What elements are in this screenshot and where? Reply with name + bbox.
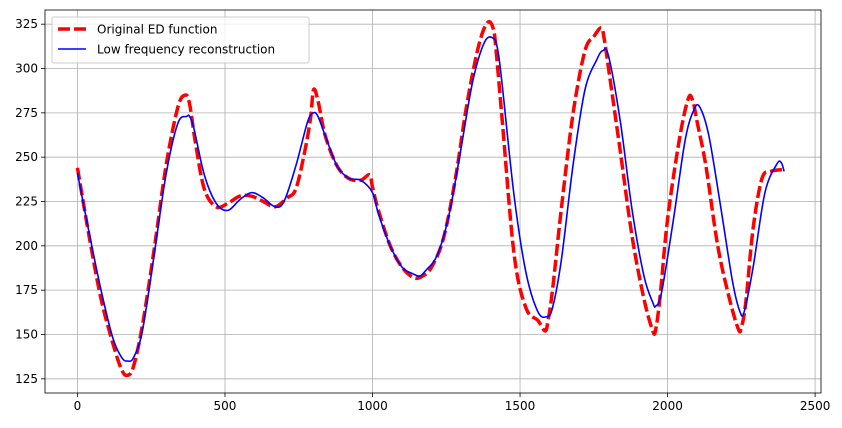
legend: Original ED function Low frequency recon… bbox=[51, 16, 310, 64]
x-tick-label: 1000 bbox=[357, 399, 388, 413]
x-tick-label: 2000 bbox=[652, 399, 683, 413]
x-tick-label: 0 bbox=[74, 399, 82, 413]
y-tick-label: 225 bbox=[15, 195, 38, 209]
y-tick-label: 250 bbox=[15, 150, 38, 164]
series-line-reconstruction bbox=[76, 36, 785, 363]
y-tick-label: 175 bbox=[15, 283, 38, 297]
x-tick-label: 500 bbox=[214, 399, 237, 413]
y-tick-label: 150 bbox=[15, 327, 38, 341]
axis-ticks: 0 500 1000 1500 2000 2500 125 150 175 200 225 250 27… bbox=[15, 17, 830, 413]
legend-label-original: Original ED function bbox=[97, 23, 217, 37]
grid bbox=[45, 10, 821, 393]
y-tick-label: 300 bbox=[15, 62, 38, 76]
series-line-original bbox=[75, 19, 785, 378]
legend-label-reconstruction: Low frequency reconstruction bbox=[97, 43, 275, 57]
y-tick-label: 325 bbox=[15, 17, 38, 31]
y-tick-label: 125 bbox=[15, 372, 38, 386]
series-group bbox=[75, 19, 785, 378]
legend-box bbox=[51, 16, 310, 64]
x-tick-label: 2500 bbox=[800, 399, 831, 413]
x-tick-label: 1500 bbox=[505, 399, 536, 413]
y-tick-label: 275 bbox=[15, 106, 38, 120]
y-tick-label: 200 bbox=[15, 239, 38, 253]
